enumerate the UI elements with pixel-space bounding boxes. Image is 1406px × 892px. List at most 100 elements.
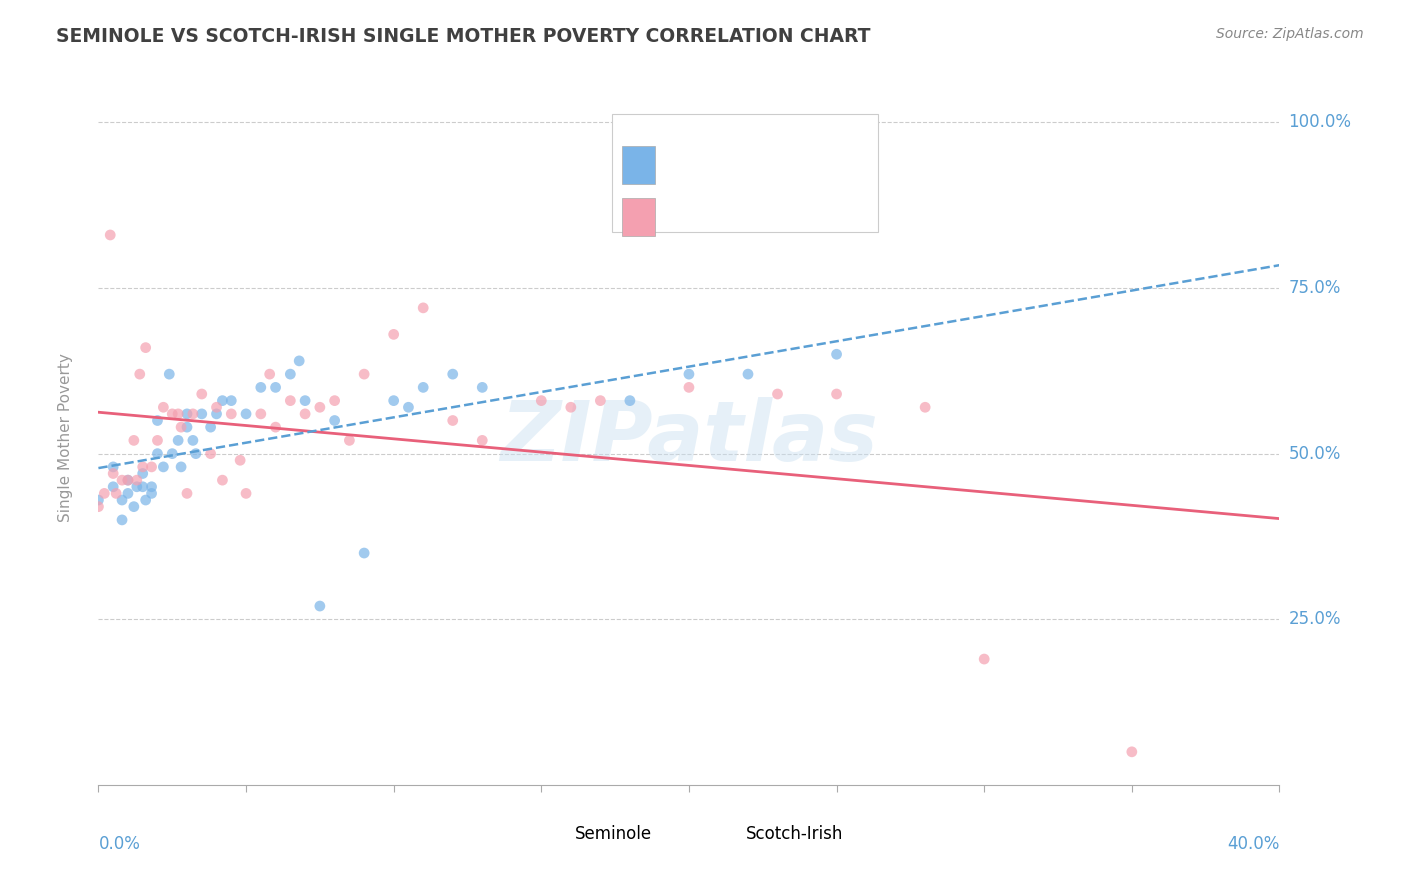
Point (471, 434, 494, 448)
Point (353, 367, 375, 381)
Point (162, 407, 183, 421)
Point (221, 393, 243, 408)
Point (441, 413, 464, 427)
Point (309, 599, 332, 613)
Point (264, 420, 287, 434)
Point (211, 473, 233, 487)
Text: 40.0%: 40.0% (1227, 835, 1279, 853)
Point (141, 459, 163, 474)
FancyBboxPatch shape (530, 816, 562, 851)
Text: 0.0%: 0.0% (98, 835, 141, 853)
Text: R = 0.551: R = 0.551 (668, 208, 766, 226)
Point (181, 434, 204, 448)
Point (259, 367, 281, 381)
Point (280, 367, 302, 381)
Point (353, 546, 375, 560)
Point (589, 393, 612, 408)
Point (191, 407, 214, 421)
Point (914, 401, 936, 415)
Point (323, 413, 346, 427)
Point (288, 354, 311, 368)
Point (87, 500, 110, 514)
Text: ZIPatlas: ZIPatlas (501, 397, 877, 477)
Point (105, 486, 128, 500)
Point (117, 473, 139, 487)
Point (141, 486, 163, 500)
Point (323, 393, 346, 408)
Point (250, 380, 273, 394)
Point (128, 367, 150, 381)
Point (152, 401, 174, 415)
Point (170, 420, 193, 434)
Point (678, 367, 700, 381)
Text: Source: ZipAtlas.com: Source: ZipAtlas.com (1216, 27, 1364, 41)
Point (294, 407, 316, 421)
Point (170, 459, 193, 474)
Point (250, 407, 273, 421)
Point (132, 459, 155, 474)
Point (205, 407, 228, 421)
Point (382, 393, 405, 408)
Point (125, 473, 148, 487)
Point (132, 467, 155, 481)
Point (122, 500, 145, 514)
Point (825, 387, 848, 401)
Point (176, 420, 198, 434)
Point (122, 434, 145, 448)
Point (176, 407, 198, 421)
Point (146, 447, 169, 461)
Point (103, 467, 125, 481)
Point (103, 459, 125, 474)
Point (146, 434, 169, 448)
Point (235, 486, 257, 500)
Text: 100.0%: 100.0% (1288, 113, 1351, 131)
Point (117, 473, 139, 487)
Point (619, 393, 641, 408)
Point (135, 493, 157, 508)
Point (221, 407, 243, 421)
Point (111, 493, 134, 508)
Point (235, 407, 257, 421)
Point (141, 480, 163, 494)
Point (167, 407, 190, 421)
Point (184, 447, 207, 461)
Point (229, 453, 252, 467)
Point (398, 401, 420, 415)
Point (181, 407, 204, 421)
Point (264, 380, 287, 394)
Point (973, 652, 995, 666)
FancyBboxPatch shape (621, 145, 655, 184)
Text: Single Mother Poverty: Single Mother Poverty (58, 352, 73, 522)
Point (211, 393, 233, 408)
Point (87, 493, 110, 508)
Text: Seminole: Seminole (575, 825, 651, 843)
Point (737, 367, 759, 381)
Point (309, 401, 332, 415)
Point (111, 513, 134, 527)
Point (280, 393, 302, 408)
Point (98, 227, 121, 242)
Point (205, 401, 228, 415)
Point (530, 393, 553, 408)
Point (382, 327, 405, 342)
Point (167, 434, 190, 448)
Point (678, 380, 700, 394)
Point (200, 420, 222, 434)
Point (162, 447, 183, 461)
Point (135, 341, 157, 355)
Point (191, 387, 214, 401)
Point (825, 347, 848, 361)
Point (412, 380, 434, 394)
Point (294, 393, 316, 408)
Text: Scotch-Irish: Scotch-Irish (745, 825, 844, 843)
FancyBboxPatch shape (621, 198, 655, 236)
Point (1121, 745, 1143, 759)
Point (176, 486, 198, 500)
Point (125, 480, 148, 494)
Point (412, 301, 434, 315)
Text: N = 48: N = 48 (789, 156, 856, 174)
Point (93, 486, 115, 500)
Text: 50.0%: 50.0% (1288, 444, 1341, 463)
Point (132, 480, 155, 494)
Point (200, 447, 222, 461)
